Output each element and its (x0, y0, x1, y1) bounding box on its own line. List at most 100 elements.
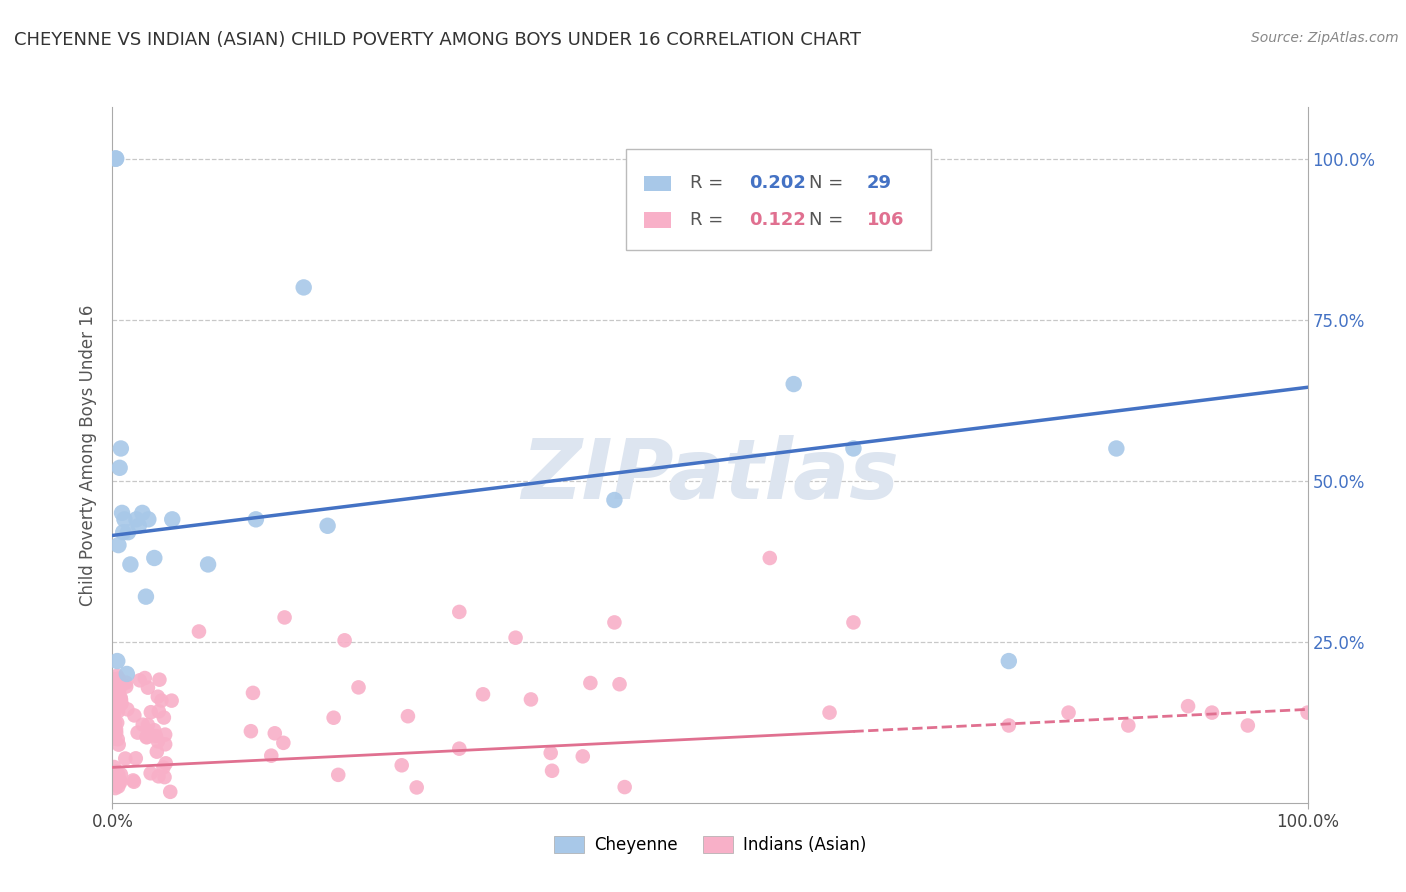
Point (105, 669, 128, 683)
FancyBboxPatch shape (644, 212, 671, 227)
Point (146, 745, 169, 759)
Point (541, 764, 564, 778)
Point (105, 725, 128, 739)
Point (145, 729, 167, 743)
Point (188, 624, 211, 639)
Point (146, 690, 169, 704)
Point (103, 681, 125, 696)
Point (127, 725, 149, 739)
Point (150, 693, 173, 707)
Point (260, 748, 283, 763)
Point (273, 736, 295, 750)
Point (105, 699, 128, 714)
Point (159, 785, 181, 799)
Point (125, 751, 148, 765)
Point (132, 717, 155, 731)
Text: 0.202: 0.202 (749, 174, 807, 193)
Point (148, 673, 170, 687)
Point (103, 760, 125, 774)
Point (148, 704, 170, 718)
Point (105, 654, 128, 668)
Point (197, 558, 219, 572)
FancyBboxPatch shape (644, 176, 671, 191)
Point (115, 675, 138, 690)
Point (505, 631, 527, 645)
Point (391, 758, 413, 772)
Point (107, 672, 129, 686)
Point (347, 681, 370, 695)
Point (105, 723, 128, 737)
Point (138, 512, 160, 526)
Point (120, 558, 142, 572)
Point (103, 686, 125, 700)
Point (139, 766, 162, 780)
Point (107, 738, 129, 752)
Point (613, 780, 636, 794)
Point (105, 152, 128, 166)
Legend: Cheyenne, Indians (Asian): Cheyenne, Indians (Asian) (547, 829, 873, 861)
Point (107, 538, 129, 552)
Point (162, 512, 183, 526)
Point (108, 460, 131, 475)
Point (107, 768, 129, 782)
Point (103, 731, 125, 746)
Point (153, 728, 176, 742)
Point (160, 693, 183, 707)
Point (105, 764, 128, 779)
Point (579, 676, 602, 690)
Point (104, 781, 127, 796)
Point (103, 706, 125, 721)
Point (122, 773, 145, 788)
Text: N =: N = (810, 211, 849, 229)
Point (449, 741, 471, 756)
Point (117, 525, 139, 540)
Point (155, 756, 177, 771)
Point (125, 512, 148, 526)
Point (135, 731, 157, 745)
Point (153, 737, 176, 751)
Point (239, 724, 262, 739)
Point (131, 506, 153, 520)
Point (124, 708, 146, 723)
Point (603, 493, 626, 508)
Point (105, 152, 128, 166)
Point (107, 676, 129, 690)
Point (114, 512, 135, 526)
Point (540, 746, 562, 760)
Point (139, 705, 162, 719)
Point (114, 751, 136, 765)
Point (1118, 718, 1140, 732)
Point (1296, 706, 1319, 720)
Point (105, 715, 128, 730)
Point (108, 690, 131, 705)
Point (110, 697, 132, 711)
Point (273, 610, 295, 624)
Point (105, 681, 128, 695)
Text: R =: R = (690, 174, 728, 193)
Point (152, 760, 174, 774)
Point (148, 769, 170, 783)
Point (998, 718, 1021, 732)
Point (153, 770, 176, 784)
Point (818, 706, 841, 720)
Point (104, 715, 127, 730)
Point (1237, 718, 1260, 732)
Point (263, 726, 285, 740)
Point (108, 773, 131, 788)
FancyBboxPatch shape (627, 149, 931, 250)
Point (115, 680, 138, 694)
Point (108, 775, 131, 789)
Point (609, 677, 631, 691)
Point (520, 692, 543, 706)
Point (405, 780, 427, 795)
Point (1105, 442, 1128, 456)
Point (104, 672, 127, 686)
Point (110, 767, 132, 781)
Point (117, 702, 139, 716)
Point (449, 605, 471, 619)
Point (108, 687, 131, 701)
Point (110, 442, 132, 456)
Point (107, 780, 129, 794)
Point (143, 551, 166, 566)
Point (316, 518, 339, 533)
